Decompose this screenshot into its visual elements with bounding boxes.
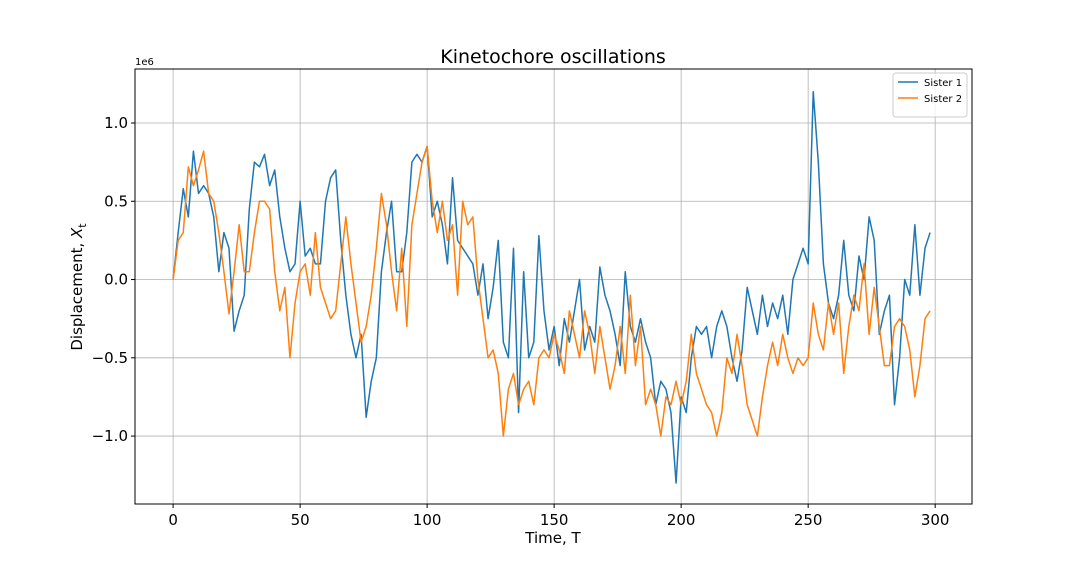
plot-frame [134, 68, 973, 505]
x-tick-label: 50 [291, 511, 310, 529]
y-axis-label-text: Displacement, [68, 238, 86, 351]
x-tick-label: 200 [667, 511, 696, 529]
x-axis-label: Time, T [524, 529, 581, 547]
series-line [172, 145, 931, 437]
y-tick-label: 0.5 [104, 192, 128, 210]
legend-label: Sister 2 [924, 94, 962, 105]
legend: Sister 1 Sister 2 [892, 72, 968, 118]
legend-label: Sister 1 [924, 78, 962, 89]
x-tick-label: 300 [921, 511, 950, 529]
x-tick-label: 0 [168, 511, 178, 529]
chart-title: Kinetochore oscillations [440, 46, 666, 68]
x-tick-label: 100 [413, 511, 442, 529]
x-tick-label: 250 [794, 511, 823, 529]
legend-box [892, 72, 968, 118]
series-line [172, 90, 931, 484]
y-offset-label: 1e6 [135, 57, 154, 68]
y-axis-label-var: X [68, 227, 86, 239]
y-tick-label: 1.0 [104, 114, 128, 132]
y-axis-label-sub: t [76, 223, 89, 228]
y-axis-label: Displacement, Xt [68, 223, 89, 351]
y-tick-label: −1.0 [92, 427, 128, 445]
y-tick-label: −0.5 [92, 349, 128, 367]
y-tick-label: 0.0 [104, 271, 128, 289]
x-tick-label: 150 [540, 511, 569, 529]
